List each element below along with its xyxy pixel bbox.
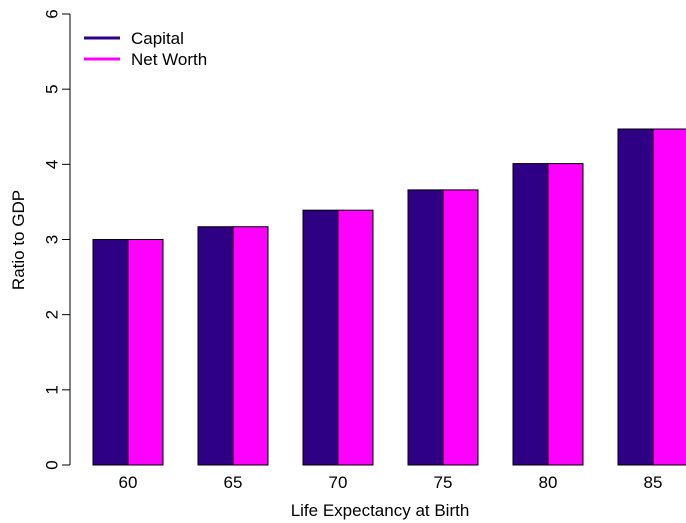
bar-capital-85 (617, 128, 654, 466)
y-tick-label: 6 (43, 9, 62, 18)
bar-capital-75 (407, 189, 444, 466)
bar-net-worth-85 (652, 128, 686, 466)
x-tick-label: 60 (119, 473, 138, 492)
y-tick-label: 1 (43, 385, 62, 394)
bar-capital-80 (512, 163, 549, 466)
x-tick-label: 70 (329, 473, 348, 492)
bar-capital-70 (302, 209, 339, 466)
legend: Capital Net Worth (84, 29, 207, 69)
x-axis-title: Life Expectancy at Birth (291, 501, 470, 520)
legend-label-net-worth: Net Worth (131, 50, 207, 69)
y-tick-label: 2 (43, 310, 62, 319)
x-tick-label: 85 (644, 473, 663, 492)
bars (92, 128, 686, 466)
bar-capital-65 (197, 226, 234, 466)
y-tick-label: 5 (43, 84, 62, 93)
y-tick-label: 4 (43, 160, 62, 169)
bar-net-worth-75 (442, 189, 479, 466)
bar-net-worth-60 (127, 239, 164, 466)
y-tick-label: 0 (43, 460, 62, 469)
legend-label-capital: Capital (131, 29, 184, 48)
x-tick-label: 75 (434, 473, 453, 492)
y-tick-label: 3 (43, 235, 62, 244)
x-tick-label: 80 (539, 473, 558, 492)
bar-net-worth-80 (547, 163, 584, 466)
bar-capital-60 (92, 239, 129, 466)
x-axis: 60 65 70 75 80 85 (119, 473, 663, 492)
y-axis-title: Ratio to GDP (9, 190, 28, 290)
bar-net-worth-70 (337, 209, 374, 466)
bar-net-worth-65 (232, 226, 269, 466)
y-axis: 0 1 2 3 4 5 6 (43, 9, 71, 470)
x-tick-label: 65 (224, 473, 243, 492)
